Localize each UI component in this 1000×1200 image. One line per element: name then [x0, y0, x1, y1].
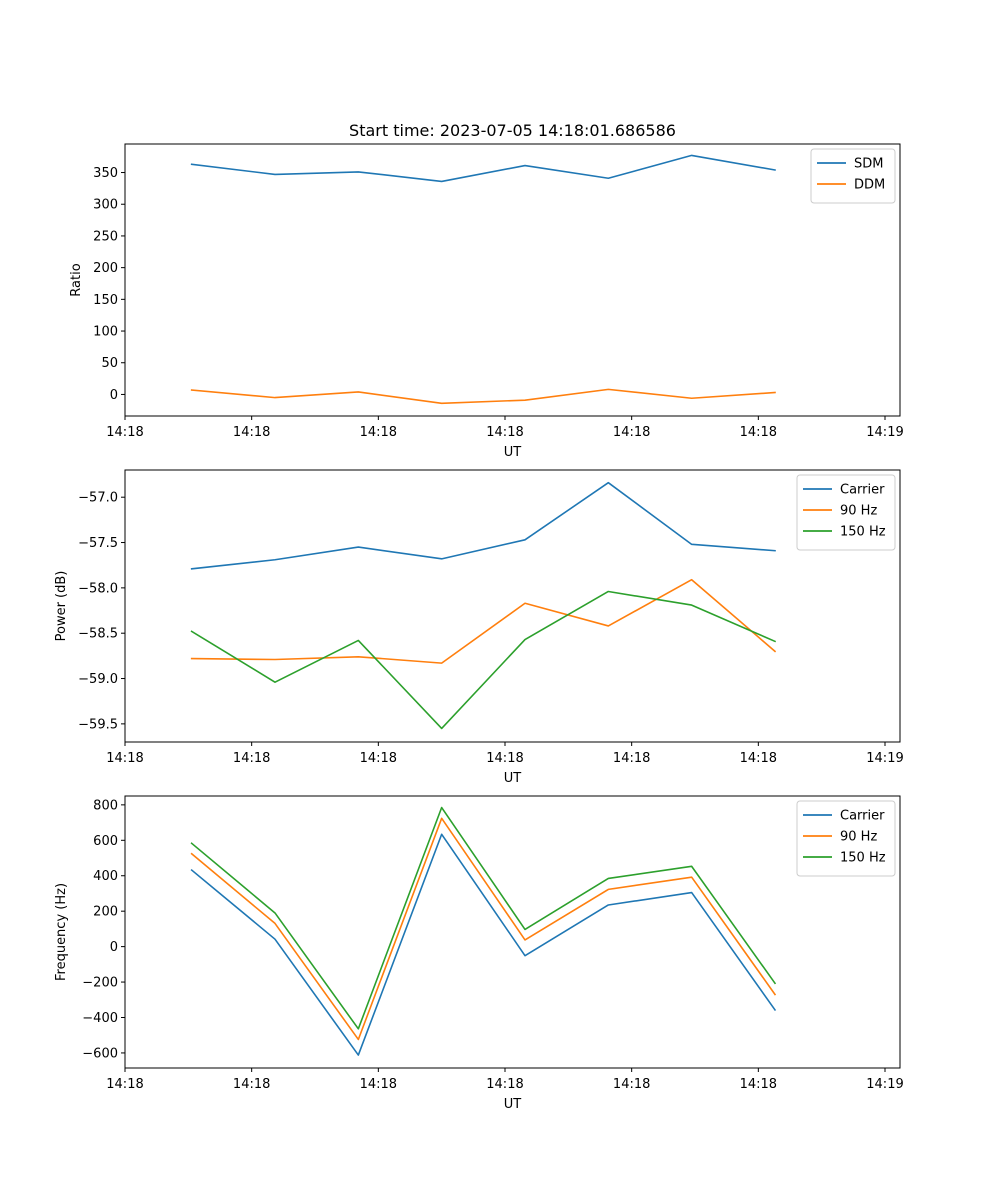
plot-frame — [124, 143, 901, 417]
x-tick-label: 14:19 — [866, 1077, 903, 1092]
legend: Carrier 90 Hz 150 Hz — [796, 800, 896, 877]
y-tick-label: 250 — [93, 229, 118, 244]
x-axis-label: UT — [504, 771, 522, 786]
legend: Carrier 90 Hz 150 Hz — [796, 474, 896, 551]
legend-entry: 90 Hz — [840, 504, 877, 519]
y-tick-label: 200 — [93, 905, 118, 920]
x-tick-label: 14:18 — [613, 1077, 650, 1092]
y-tick-label: 300 — [93, 198, 118, 213]
plot-frame — [124, 469, 901, 743]
x-tick-label: 14:19 — [866, 751, 903, 766]
chart-panel-2: 14:18 14:18 14:18 14:18 14:18 14:18 14:19 −59.5… — [54, 469, 904, 786]
series-line-90-hz — [190, 578, 777, 664]
x-tick-label: 14:18 — [360, 1077, 397, 1092]
y-tick-label: 200 — [93, 261, 118, 276]
legend: SDM DDM — [810, 148, 896, 204]
x-tick-label: 14:18 — [233, 1077, 270, 1092]
x-tick-label: 14:18 — [613, 751, 650, 766]
series-line-ddm — [190, 388, 776, 405]
y-axis-label: Frequency (Hz) — [54, 883, 69, 981]
y-tick-label: −400 — [82, 1011, 118, 1026]
y-tick-label: −58.5 — [78, 627, 118, 642]
series-line-90-hz — [190, 817, 777, 1041]
plot-frame — [124, 795, 901, 1069]
x-tick-label: 14:18 — [106, 751, 143, 766]
y-tick-label: 400 — [93, 869, 118, 884]
y-tick-label: −58.0 — [78, 581, 118, 596]
x-tick-label: 14:18 — [106, 1077, 143, 1092]
x-tick-label: 14:18 — [360, 751, 397, 766]
legend-entry: 150 Hz — [840, 525, 886, 540]
legend-entry: Carrier — [840, 483, 885, 498]
x-tick-label: 14:18 — [486, 425, 523, 440]
y-axis-label: Ratio — [69, 263, 84, 296]
legend-entry: 150 Hz — [840, 851, 886, 866]
y-tick-label: −600 — [82, 1046, 118, 1061]
x-tick-label: 14:18 — [486, 1077, 523, 1092]
chart-panel-1: 14:18 14:18 14:18 14:18 14:18 14:18 14:19 0 50 10… — [69, 143, 904, 460]
legend-entry: 90 Hz — [840, 830, 877, 845]
series-line-150-hz — [190, 806, 777, 1030]
y-tick-label: −57.0 — [78, 491, 118, 506]
x-tick-label: 14:18 — [106, 425, 143, 440]
legend-entry: DDM — [854, 178, 885, 193]
x-tick-label: 14:18 — [233, 751, 270, 766]
y-tick-label: 100 — [93, 325, 118, 340]
series-line-carrier — [190, 833, 777, 1056]
charts-container: 14:18 14:18 14:18 14:18 14:18 14:18 14:19 0 50 10… — [54, 143, 904, 1112]
y-axis-label: Power (dB) — [54, 571, 69, 642]
x-axis-label: UT — [504, 445, 522, 460]
y-tick-label: −200 — [82, 976, 118, 991]
figure-title: Start time: 2023-07-05 14:18:01.686586 — [349, 121, 676, 140]
x-axis-label: UT — [504, 1097, 522, 1112]
y-tick-label: 0 — [110, 388, 118, 403]
x-tick-label: 14:19 — [866, 425, 903, 440]
y-tick-label: 350 — [93, 166, 118, 181]
y-tick-label: 600 — [93, 834, 118, 849]
chart-panel-3: 14:18 14:18 14:18 14:18 14:18 14:18 14:19 −600 −… — [54, 795, 904, 1112]
y-tick-label: 150 — [93, 293, 118, 308]
y-tick-label: −59.5 — [78, 717, 118, 732]
series-line-150-hz — [190, 590, 777, 730]
series-line-sdm — [190, 154, 776, 183]
y-tick-label: 50 — [101, 356, 118, 371]
y-tick-label: 800 — [93, 798, 118, 813]
x-tick-label: 14:18 — [740, 1077, 777, 1092]
x-tick-label: 14:18 — [740, 751, 777, 766]
x-tick-label: 14:18 — [486, 751, 523, 766]
x-tick-label: 14:18 — [233, 425, 270, 440]
x-tick-label: 14:18 — [613, 425, 650, 440]
series-line-carrier — [190, 481, 776, 570]
legend-entry: SDM — [854, 157, 883, 172]
legend-entry: Carrier — [840, 809, 885, 824]
x-tick-label: 14:18 — [360, 425, 397, 440]
y-tick-label: 0 — [110, 940, 118, 955]
x-tick-label: 14:18 — [740, 425, 777, 440]
y-tick-label: −59.0 — [78, 672, 118, 687]
y-tick-label: −57.5 — [78, 536, 118, 551]
